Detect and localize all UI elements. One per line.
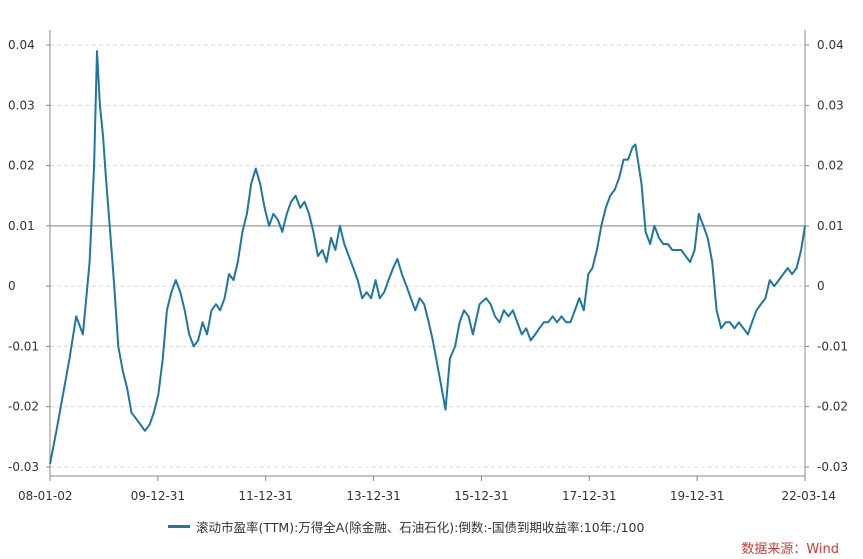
series-group <box>49 50 806 465</box>
y-tick-label-left: -0.02 <box>8 400 39 414</box>
y-tick-label-left: 0.04 <box>8 38 35 52</box>
x-tick-label: 15-12-31 <box>454 489 508 503</box>
x-tick-label: 09-12-31 <box>131 489 185 503</box>
legend-label: 滚动市盈率(TTM):万得全A(除金融、石油石化):倒数:-国债到期收益率:10… <box>196 519 645 535</box>
y-tick-label-left: 0.03 <box>8 98 35 112</box>
x-tick-label: 22-03-14 <box>782 489 836 503</box>
y-tick-label-left: 0.02 <box>8 159 35 173</box>
y-tick-label-right: -0.01 <box>817 339 848 353</box>
y-tick-label-left: 0.01 <box>8 219 35 233</box>
axis-ticks: 0.04 0.04 0.03 0.03 0.02 0.02 0.01 0.01 0 0 -0.01 -… <box>8 38 848 503</box>
axes <box>49 30 806 477</box>
y-tick-label-right: -0.02 <box>817 400 848 414</box>
x-tick-label: 17-12-31 <box>562 489 616 503</box>
y-tick-label-right: 0 <box>817 279 825 293</box>
y-tick-label-right: 0.03 <box>817 98 844 112</box>
x-tick-label: 11-12-31 <box>238 489 292 503</box>
series-line <box>49 50 806 465</box>
legend: 滚动市盈率(TTM):万得全A(除金融、石油石化):倒数:-国债到期收益率:10… <box>168 517 644 535</box>
y-tick-label-left: -0.01 <box>8 339 39 353</box>
y-tick-label-right: 0.01 <box>817 219 844 233</box>
y-tick-label-left: -0.03 <box>8 460 39 474</box>
y-tick-label-right: -0.03 <box>817 460 848 474</box>
y-tick-label-left: 0 <box>8 279 16 293</box>
y-tick-label-right: 0.04 <box>817 38 844 52</box>
x-tick-label: 13-12-31 <box>346 489 400 503</box>
grid-lines <box>50 44 805 468</box>
x-tick-label: 08-01-02 <box>18 489 72 503</box>
y-tick-label-right: 0.02 <box>817 159 844 173</box>
legend-swatch <box>168 524 190 528</box>
source-note: 数据来源：Wind <box>741 542 839 557</box>
x-tick-label: 19-12-31 <box>670 489 724 503</box>
